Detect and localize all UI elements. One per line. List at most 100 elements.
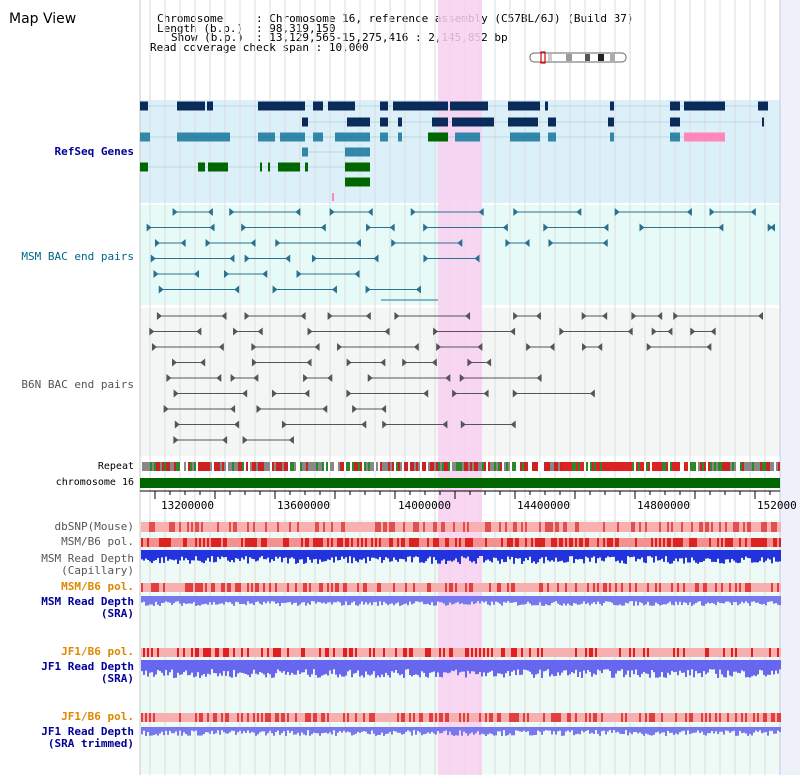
- bac-end-marker: [465, 312, 471, 320]
- depth-bar-jf1-sra: [615, 660, 617, 674]
- depth-bar-capillary: [653, 550, 655, 563]
- depth-bar-capillary: [339, 550, 341, 561]
- refseq-genes-label[interactable]: RefSeq Genes: [54, 145, 134, 158]
- polymorphism-density-cell: [689, 522, 691, 532]
- depth-bar-msm-sra: [237, 596, 239, 603]
- depth-bar-jf1-trim: [749, 727, 751, 734]
- polymorphism-density-cell: [677, 713, 679, 722]
- polymorphism-density-cell: [425, 522, 427, 532]
- refseq-gene-exon: [260, 162, 262, 172]
- depth-bar-jf1-trim: [253, 727, 255, 733]
- polymorphism-density-cell: [479, 538, 481, 547]
- jf1-depth-sra-label[interactable]: JF1 Read Depth (SRA): [41, 661, 134, 685]
- polymorphism-density-cell: [377, 713, 379, 722]
- ideogram-band: [548, 54, 552, 61]
- repeat-element: [522, 462, 524, 471]
- depth-bar-jf1-trim: [635, 727, 637, 732]
- msm-bac-label[interactable]: MSM BAC end pairs: [21, 250, 134, 263]
- polymorphism-density-cell: [653, 538, 655, 547]
- depth-bar-jf1-trim: [207, 727, 209, 733]
- depth-bar-msm-sra: [221, 596, 223, 604]
- polymorphism-density-cell: [295, 538, 297, 547]
- depth-bar-jf1-sra: [161, 660, 163, 673]
- polymorphism-density-cell: [659, 522, 661, 532]
- polymorphism-density-cell: [597, 583, 599, 592]
- jf1-b6-pol-label-1[interactable]: JF1/B6 pol.: [61, 645, 134, 658]
- depth-bar-msm-sra: [773, 596, 775, 604]
- depth-bar-jf1-sra: [685, 660, 687, 677]
- refseq-gene-exon: [313, 132, 323, 142]
- depth-bar-jf1-trim: [731, 727, 733, 732]
- depth-bar-jf1-sra: [667, 660, 669, 673]
- depth-bar-jf1-trim: [747, 727, 749, 736]
- polymorphism-density-cell: [371, 648, 373, 657]
- depth-bar-jf1-trim: [507, 727, 509, 736]
- bac-end-marker: [173, 389, 179, 398]
- depth-bar-jf1-trim: [475, 727, 477, 734]
- ideogram-band: [585, 54, 590, 61]
- polymorphism-density-cell: [581, 538, 583, 547]
- polymorphism-density-cell: [537, 648, 539, 657]
- depth-bar-jf1-sra: [651, 660, 653, 671]
- repeat-element: [510, 462, 512, 471]
- msm-depth-sra-label[interactable]: MSM Read Depth (SRA): [41, 596, 134, 620]
- depth-bar-jf1-trim: [289, 727, 291, 733]
- depth-bar-capillary: [679, 550, 681, 559]
- repeat-element: [758, 462, 760, 471]
- polymorphism-density-cell: [407, 583, 409, 592]
- polymorphism-density-cell: [565, 648, 567, 657]
- msm-depth-capillary-label[interactable]: MSM Read Depth (Capillary): [41, 553, 134, 577]
- polymorphism-density-cell: [609, 583, 611, 592]
- polymorphism-density-cell: [343, 648, 345, 657]
- polymorphism-density-cell: [405, 583, 407, 592]
- depth-bar-jf1-trim: [155, 727, 157, 735]
- polymorphism-density-cell: [301, 648, 303, 657]
- polymorphism-density-cell: [195, 538, 197, 547]
- depth-bar-msm-sra: [193, 596, 195, 603]
- jf1-depth-trim-label[interactable]: JF1 Read Depth (SRA trimmed): [41, 726, 134, 750]
- depth-bar-jf1-trim: [449, 727, 451, 732]
- polymorphism-density-cell: [645, 713, 647, 722]
- chromosome-label[interactable]: chromosome 16: [55, 477, 134, 488]
- repeat-element: [260, 462, 262, 471]
- depth-bar-msm-sra: [751, 596, 753, 602]
- polymorphism-density-cell: [725, 538, 727, 547]
- polymorphism-density-cell: [605, 648, 607, 657]
- depth-bar-msm-sra: [151, 596, 153, 605]
- polymorphism-density-cell: [489, 583, 491, 592]
- depth-bar-jf1-sra: [373, 660, 375, 672]
- repeat-element: [216, 462, 218, 471]
- depth-bar-jf1-trim: [741, 727, 743, 734]
- repeat-element: [396, 462, 398, 471]
- polymorphism-density-cell: [717, 538, 719, 547]
- polymorphism-density-cell: [699, 713, 701, 722]
- repeat-label[interactable]: Repeat: [97, 461, 134, 472]
- polymorphism-density-cell: [153, 583, 155, 592]
- depth-bar-capillary: [587, 550, 589, 558]
- depth-bar-msm-sra: [637, 596, 639, 606]
- dbsnp-label[interactable]: dbSNP(Mouse): [54, 520, 134, 533]
- msm-b6-pol-label-1[interactable]: MSM/B6 pol.: [61, 535, 134, 548]
- polymorphism-density-cell: [749, 522, 751, 532]
- depth-bar-capillary: [355, 550, 357, 561]
- depth-bar-jf1-sra: [347, 660, 349, 672]
- polymorphism-density-cell: [489, 538, 491, 547]
- polymorphism-density-cell: [473, 522, 475, 532]
- depth-bar-jf1-trim: [753, 727, 755, 733]
- polymorphism-density-cell: [617, 583, 619, 592]
- polymorphism-density-cell: [221, 648, 223, 657]
- polymorphism-density-cell: [337, 538, 339, 547]
- msm-b6-pol-label-2[interactable]: MSM/B6 pol.: [61, 580, 134, 593]
- depth-bar-capillary: [465, 550, 467, 559]
- polymorphism-density-cell: [157, 648, 159, 657]
- jf1-b6-pol-label-2[interactable]: JF1/B6 pol.: [61, 710, 134, 723]
- polymorphism-density-cell: [587, 648, 589, 657]
- depth-bar-capillary: [397, 550, 399, 562]
- depth-bar-capillary: [477, 550, 479, 559]
- polymorphism-density-cell: [555, 538, 557, 547]
- b6n-bac-label[interactable]: B6N BAC end pairs: [21, 378, 134, 391]
- bac-end-marker: [327, 312, 333, 320]
- depth-bar-msm-sra: [395, 596, 397, 604]
- depth-bar-capillary: [233, 550, 235, 563]
